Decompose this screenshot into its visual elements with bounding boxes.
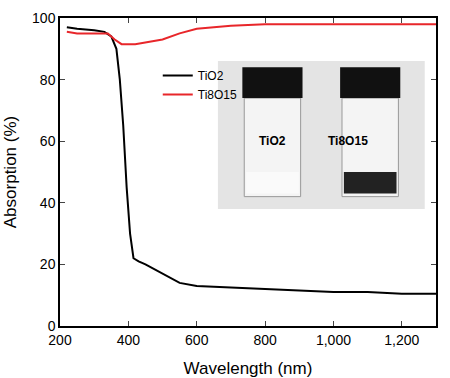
svg-text:200: 200 <box>48 332 72 348</box>
svg-text:1,200: 1,200 <box>384 332 419 348</box>
svg-text:0: 0 <box>48 318 56 334</box>
svg-text:Ti8O15: Ti8O15 <box>198 88 237 102</box>
svg-text:20: 20 <box>40 256 56 272</box>
svg-text:Wavelength (nm): Wavelength (nm) <box>184 359 313 378</box>
svg-text:80: 80 <box>40 72 56 88</box>
svg-text:60: 60 <box>40 133 56 149</box>
svg-text:1,000: 1,000 <box>316 332 351 348</box>
svg-text:TiO2: TiO2 <box>198 69 224 83</box>
svg-text:800: 800 <box>253 332 277 348</box>
svg-text:Ti8O15: Ti8O15 <box>328 134 368 148</box>
svg-text:400: 400 <box>117 332 141 348</box>
svg-text:TiO2: TiO2 <box>259 134 286 148</box>
svg-text:100: 100 <box>32 10 56 26</box>
svg-text:600: 600 <box>185 332 209 348</box>
svg-text:40: 40 <box>40 195 56 211</box>
svg-text:Absorption (%): Absorption (%) <box>1 116 20 228</box>
